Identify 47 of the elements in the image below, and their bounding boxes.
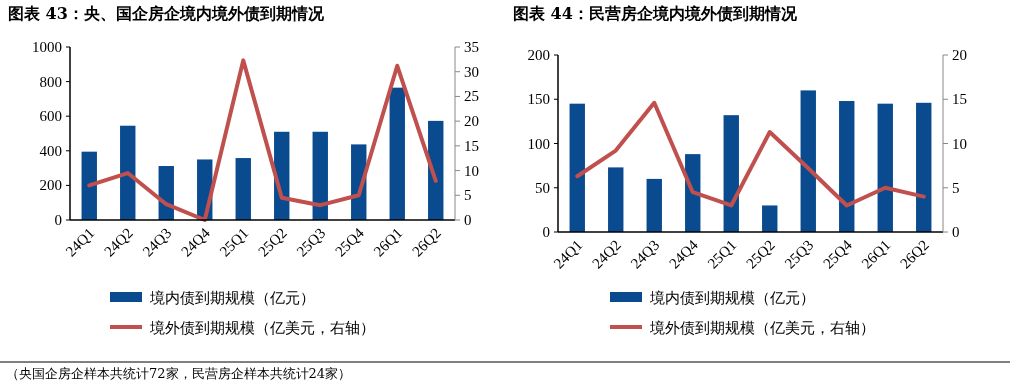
y2-tick-label: 20 (464, 113, 479, 130)
y-tick-label: 400 (39, 142, 62, 159)
y2-tick-label: 0 (464, 212, 472, 228)
y2-tick-label: 20 (952, 47, 967, 63)
y-tick-label: 50 (535, 179, 550, 196)
bar (235, 158, 251, 220)
y2-tick-label: 0 (952, 224, 960, 240)
bar (916, 102, 932, 232)
text: （央国企房企样本共统计72家，民营房企样本共统计24家） (6, 366, 352, 381)
y2-tick-label: 25 (464, 88, 479, 105)
line-series (87, 58, 438, 222)
y-tick-label: 200 (527, 47, 550, 63)
legend-label: 境内债到期规模（亿元） (649, 289, 815, 307)
y2-tick-label: 30 (464, 63, 479, 80)
y-tick-label: 0 (542, 224, 550, 240)
bar (723, 115, 739, 232)
bar (81, 151, 97, 220)
bar (839, 101, 855, 232)
bar (877, 103, 893, 232)
legend-label: 境外债到期规模（亿美元，右轴） (649, 319, 875, 337)
y-tick-label: 1000 (32, 39, 62, 55)
y2-tick-label: 35 (464, 39, 479, 55)
bar (608, 167, 624, 232)
y2-tick-label: 5 (952, 179, 960, 196)
bar (120, 125, 136, 220)
bar (312, 131, 328, 220)
bar (646, 178, 662, 232)
line-series (575, 100, 926, 208)
bar (569, 103, 585, 232)
bar (762, 205, 778, 232)
y-tick-label: 0 (54, 212, 62, 228)
y2-tick-label: 5 (464, 187, 472, 204)
y-tick-label: 100 (527, 135, 550, 152)
bar (800, 90, 816, 232)
y-tick-label: 800 (39, 73, 62, 90)
y2-tick-label: 10 (464, 162, 479, 179)
y2-tick-label: 15 (952, 91, 967, 108)
chart-title: 图表 44：民营房企境内境外债到期情况 (513, 4, 798, 23)
y-tick-label: 200 (39, 177, 62, 194)
legend-label: 境外债到期规模（亿美元，右轴） (149, 319, 375, 337)
legend-label: 境内债到期规模（亿元） (149, 289, 315, 307)
y-tick-label: 600 (39, 108, 62, 125)
bar (389, 87, 405, 220)
y-tick-label: 150 (527, 91, 550, 108)
chart-title: 图表 43：央、国企房企境内境外债到期情况 (8, 4, 325, 23)
y2-tick-label: 15 (464, 137, 479, 154)
y2-tick-label: 10 (952, 135, 967, 152)
